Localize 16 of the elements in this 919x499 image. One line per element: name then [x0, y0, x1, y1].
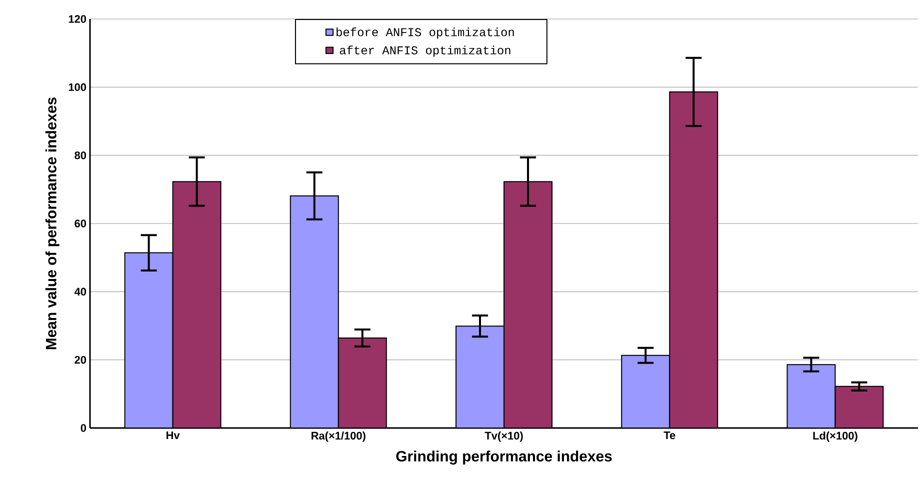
y-tick-label: 20: [74, 356, 86, 364]
y-tick-label: 40: [74, 288, 86, 296]
y-tick-label: 0: [80, 424, 86, 432]
x-tick-label: Te: [664, 432, 676, 440]
legend-label: after ANFIS optimization: [340, 46, 510, 57]
legend-label: before ANFIS optimization: [336, 27, 514, 39]
x-tick-label: Ld(×100): [813, 432, 858, 442]
x-tick-label: Ra(×1/100): [312, 432, 366, 442]
y-tick-label: 100: [68, 83, 86, 92]
y-tick-label: 80: [74, 151, 86, 160]
x-tick-label: Hv: [166, 432, 180, 440]
y-axis-title: Mean value of performance indexes: [45, 97, 60, 350]
x-tick-label: Tv(×10): [484, 432, 523, 442]
y-tick-label: 60: [74, 220, 86, 228]
y-tick-label: 120: [68, 15, 86, 23]
x-axis-title: Grinding performance indexes: [396, 450, 612, 465]
